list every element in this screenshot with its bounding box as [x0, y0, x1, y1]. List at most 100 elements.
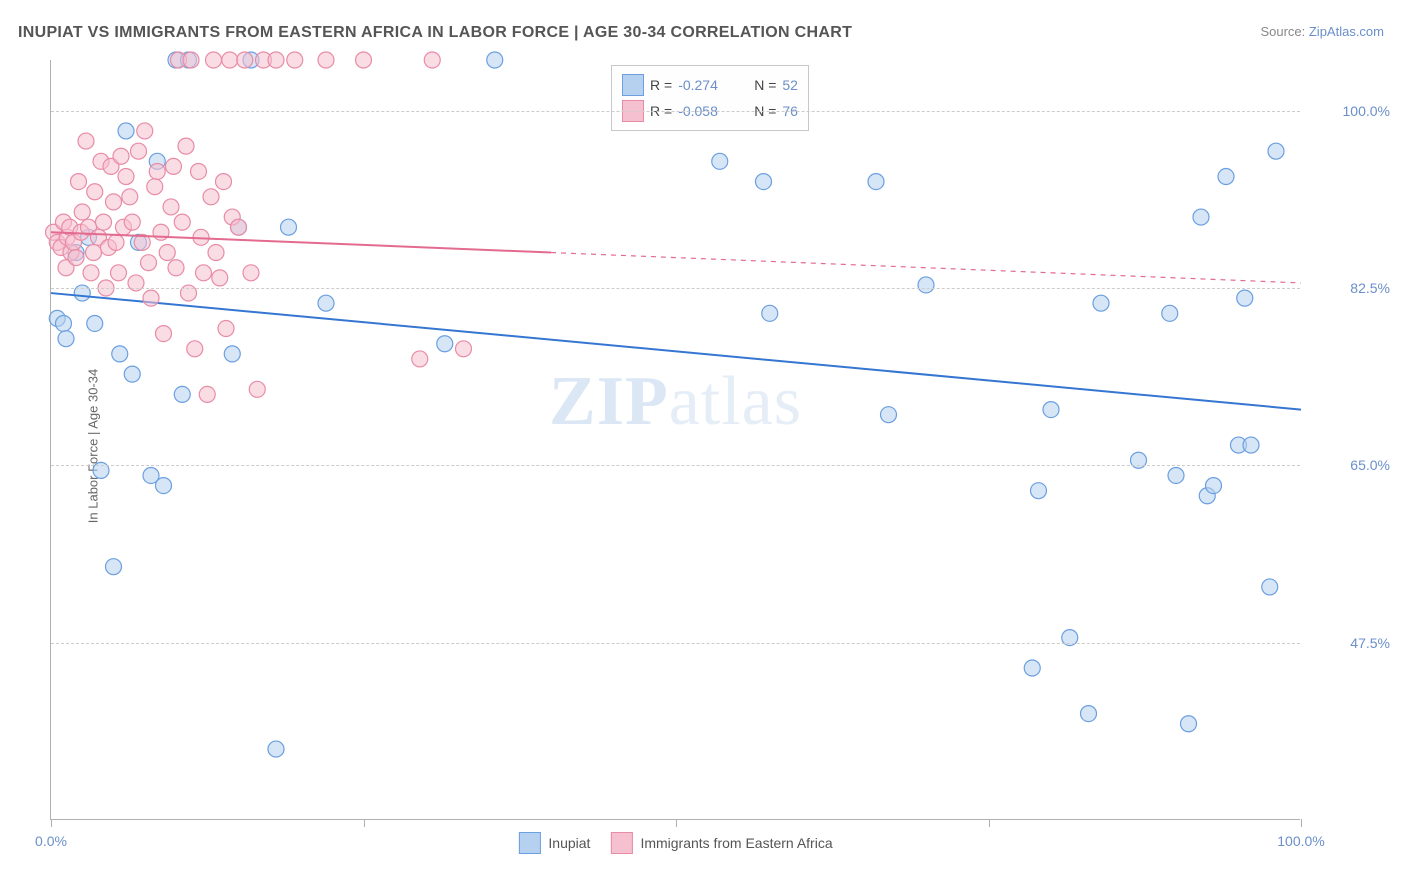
data-point — [168, 260, 184, 276]
data-point — [712, 153, 728, 169]
data-point — [166, 158, 182, 174]
data-point — [118, 169, 134, 185]
data-point — [1206, 478, 1222, 494]
legend-swatch — [518, 832, 540, 854]
data-point — [118, 123, 134, 139]
data-point — [124, 214, 140, 230]
data-point — [287, 52, 303, 68]
data-point — [1262, 579, 1278, 595]
data-point — [174, 386, 190, 402]
data-point — [1268, 143, 1284, 159]
gridline — [51, 465, 1300, 466]
ytick-label: 100.0% — [1343, 103, 1390, 119]
source-prefix: Source: — [1260, 24, 1308, 39]
data-point — [71, 174, 87, 190]
data-point — [487, 52, 503, 68]
data-point — [183, 52, 199, 68]
data-point — [456, 341, 472, 357]
data-point — [1243, 437, 1259, 453]
data-point — [108, 234, 124, 250]
legend-series-item: Immigrants from Eastern Africa — [610, 832, 832, 854]
data-point — [68, 250, 84, 266]
xtick-mark — [364, 819, 365, 827]
data-point — [178, 138, 194, 154]
source-link[interactable]: ZipAtlas.com — [1309, 24, 1384, 39]
xtick-mark — [51, 819, 52, 827]
data-point — [122, 189, 138, 205]
n-label: N = — [754, 77, 776, 93]
ytick-label: 65.0% — [1350, 457, 1390, 473]
legend-stats: R = -0.274 N = 52 R = -0.058 N = 76 — [611, 65, 809, 131]
data-point — [356, 52, 372, 68]
data-point — [111, 265, 127, 281]
ytick-label: 82.5% — [1350, 280, 1390, 296]
data-point — [1193, 209, 1209, 225]
data-point — [212, 270, 228, 286]
xtick-mark — [676, 819, 677, 827]
data-point — [318, 52, 334, 68]
data-point — [159, 245, 175, 261]
data-point — [87, 184, 103, 200]
data-point — [141, 255, 157, 271]
data-point — [268, 741, 284, 757]
gridline — [51, 288, 1300, 289]
data-point — [58, 331, 74, 347]
data-point — [268, 52, 284, 68]
chart-svg — [51, 60, 1300, 819]
legend-stats-row: R = -0.274 N = 52 — [622, 72, 798, 98]
data-point — [174, 214, 190, 230]
data-point — [112, 346, 128, 362]
data-point — [1031, 483, 1047, 499]
data-point — [224, 346, 240, 362]
data-point — [149, 163, 165, 179]
plot-area: ZIPatlas R = -0.274 N = 52 R = -0.058 N … — [50, 60, 1300, 820]
data-point — [191, 163, 207, 179]
data-point — [249, 381, 265, 397]
data-point — [113, 148, 129, 164]
data-point — [281, 219, 297, 235]
data-point — [756, 174, 772, 190]
data-point — [147, 179, 163, 195]
legend-swatch — [610, 832, 632, 854]
data-point — [196, 265, 212, 281]
data-point — [199, 386, 215, 402]
data-point — [1218, 169, 1234, 185]
data-point — [203, 189, 219, 205]
r-label: R = — [650, 77, 672, 93]
data-point — [74, 204, 90, 220]
correlation-chart: INUPIAT VS IMMIGRANTS FROM EASTERN AFRIC… — [0, 0, 1406, 892]
data-point — [156, 478, 172, 494]
data-point — [1181, 716, 1197, 732]
data-point — [237, 52, 253, 68]
data-point — [156, 326, 172, 342]
data-point — [86, 245, 102, 261]
data-point — [216, 174, 232, 190]
xtick-mark — [1301, 819, 1302, 827]
data-point — [83, 265, 99, 281]
data-point — [243, 265, 259, 281]
xtick-label: 100.0% — [1277, 833, 1324, 849]
data-point — [881, 407, 897, 423]
r-value: -0.274 — [678, 77, 738, 93]
data-point — [1024, 660, 1040, 676]
data-point — [762, 305, 778, 321]
data-point — [1237, 290, 1253, 306]
legend-series: Inupiat Immigrants from Eastern Africa — [518, 832, 832, 854]
legend-series-item: Inupiat — [518, 832, 590, 854]
data-point — [1093, 295, 1109, 311]
source-attribution: Source: ZipAtlas.com — [1260, 24, 1384, 39]
legend-series-label: Inupiat — [548, 835, 590, 851]
data-point — [56, 315, 72, 331]
data-point — [124, 366, 140, 382]
data-point — [137, 123, 153, 139]
data-point — [131, 143, 147, 159]
data-point — [163, 199, 179, 215]
ytick-label: 47.5% — [1350, 635, 1390, 651]
data-point — [106, 559, 122, 575]
gridline — [51, 643, 1300, 644]
gridline — [51, 111, 1300, 112]
data-point — [222, 52, 238, 68]
legend-swatch — [622, 74, 644, 96]
data-point — [1081, 706, 1097, 722]
data-point — [412, 351, 428, 367]
